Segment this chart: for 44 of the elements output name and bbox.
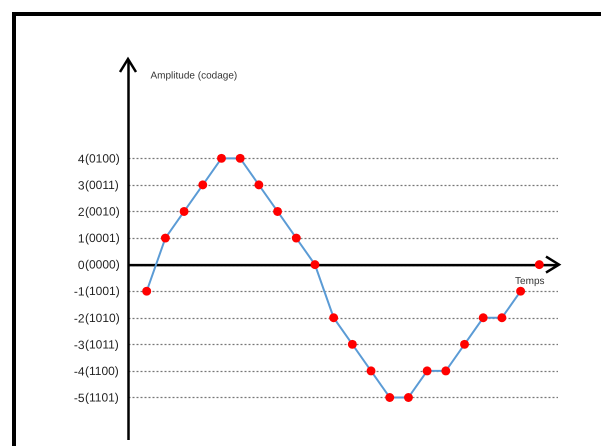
- point: [254, 180, 264, 190]
- x-axis-title: Temps: [515, 276, 544, 288]
- y-tick-label: 3: [78, 178, 85, 192]
- text: (0100): [85, 151, 120, 166]
- point: [198, 180, 208, 190]
- y-tick-label: 1: [78, 232, 85, 246]
- point: [366, 366, 376, 376]
- point: [348, 340, 357, 349]
- point: [217, 154, 226, 163]
- point: [273, 207, 282, 216]
- y-tick-label: -2: [74, 311, 85, 326]
- text: (1001): [85, 284, 120, 298]
- point: [441, 366, 450, 376]
- point: [497, 313, 506, 322]
- y-tick-label: -4: [74, 364, 85, 378]
- text: (1100): [85, 364, 119, 378]
- point: [310, 260, 320, 270]
- point: [236, 154, 245, 163]
- point: [478, 313, 488, 322]
- y-tick-label: -1: [74, 284, 85, 299]
- y-tick-label: -3: [74, 338, 85, 352]
- text: (1011): [85, 337, 119, 352]
- point: [516, 286, 526, 296]
- text: (0001): [85, 231, 120, 246]
- text: (1010): [85, 310, 120, 325]
- y-tick-label: 2: [78, 204, 85, 219]
- text: (0010): [85, 204, 120, 218]
- text: (1101): [85, 390, 119, 404]
- y-tick-label: -5: [74, 390, 85, 405]
- y-tick-label: 0: [78, 258, 85, 272]
- point: [460, 340, 469, 349]
- y-tick-label: 4: [78, 152, 85, 166]
- point: [329, 313, 338, 322]
- point: [404, 393, 413, 402]
- point: [180, 207, 189, 216]
- text: (0011): [85, 178, 119, 192]
- point: [160, 234, 170, 243]
- point: [142, 286, 152, 296]
- y-axis-title: Amplitude (codage): [150, 70, 238, 82]
- point: [422, 366, 432, 376]
- point: [534, 260, 544, 270]
- point: [292, 234, 301, 243]
- text: (0000): [85, 258, 120, 272]
- point: [385, 393, 394, 402]
